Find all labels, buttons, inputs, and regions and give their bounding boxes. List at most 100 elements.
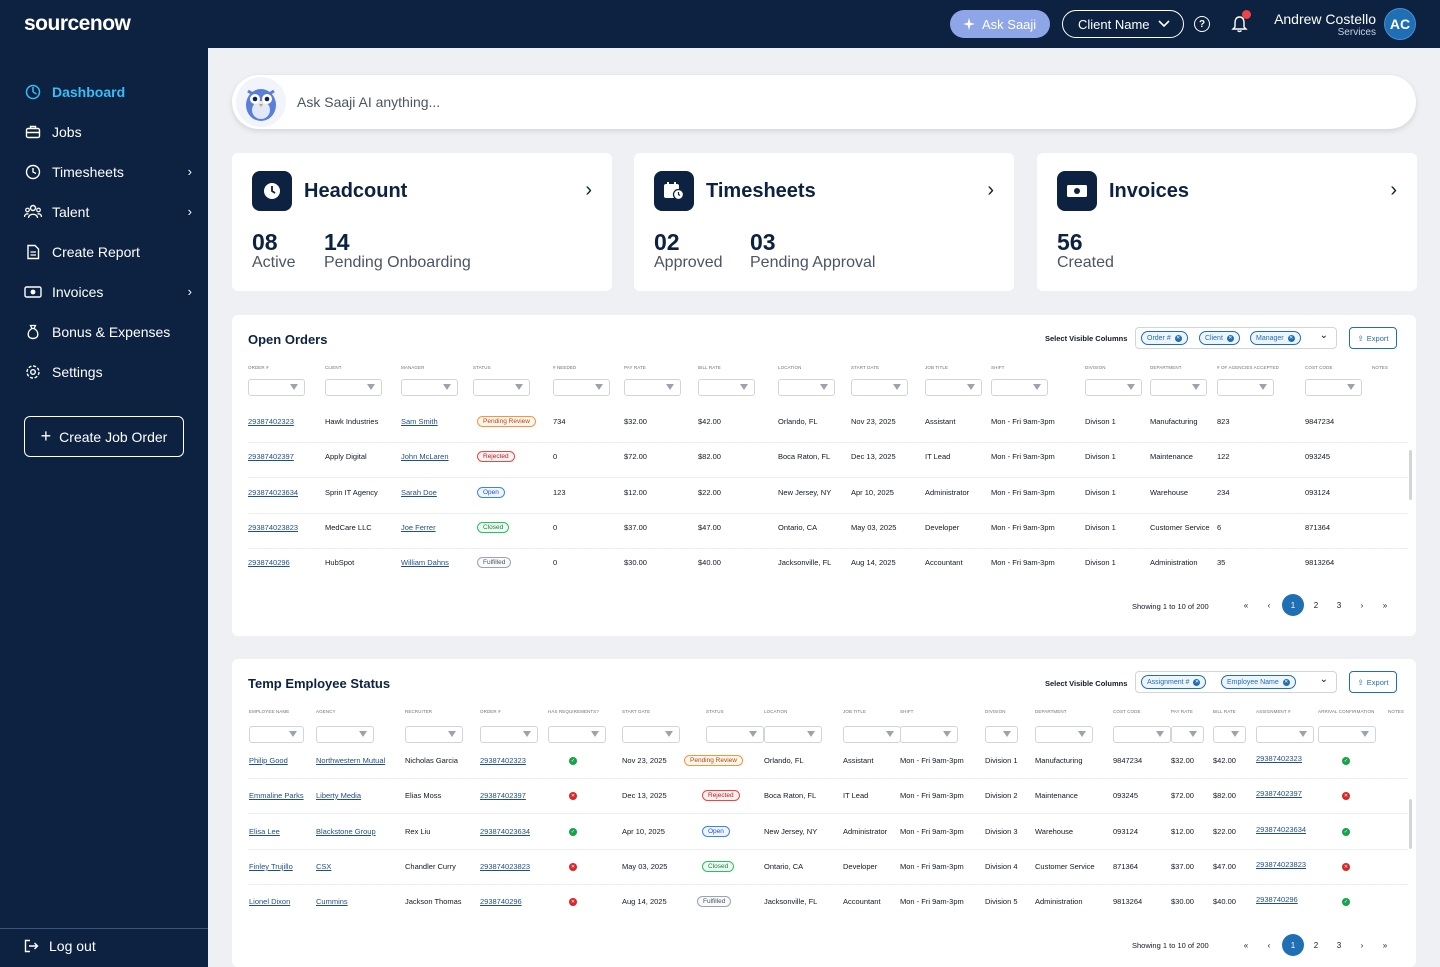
table-link[interactable]: William Dahns [401, 558, 449, 567]
pagination-button[interactable]: » [1382, 940, 1388, 950]
scrollbar[interactable] [1409, 450, 1412, 500]
column-header[interactable]: Shift [991, 365, 1005, 370]
scrollbar[interactable] [1409, 799, 1412, 849]
column-filter-input[interactable] [548, 726, 606, 743]
column-filter-input[interactable] [624, 379, 681, 396]
table-link[interactable]: Blackstone Group [316, 827, 376, 836]
column-filter-input[interactable] [1035, 726, 1093, 743]
visible-columns-select[interactable]: Assignment # ✕ Employee Name ✕ ⌄ [1135, 671, 1337, 693]
table-link[interactable]: Emmaline Parks [249, 791, 304, 800]
column-filter-input[interactable] [480, 726, 538, 743]
column-chip-employee-name[interactable]: Employee Name ✕ [1221, 675, 1296, 689]
table-link[interactable]: Cummins [316, 897, 348, 906]
column-header[interactable]: Bill Rate [1213, 709, 1236, 714]
logo[interactable]: sourcenow [24, 12, 131, 35]
column-filter-input[interactable] [1213, 726, 1246, 743]
pagination-button[interactable]: ‹ [1267, 600, 1271, 610]
column-filter-input[interactable] [1217, 379, 1274, 396]
column-header[interactable]: Status [706, 709, 724, 714]
close-icon[interactable]: ✕ [1193, 678, 1201, 686]
table-link[interactable]: Sarah Doe [401, 488, 437, 497]
table-link[interactable]: 293874023823 [1256, 860, 1307, 869]
pagination-button[interactable]: 3 [1336, 940, 1342, 950]
column-filter-input[interactable] [248, 379, 305, 396]
table-link[interactable]: Philip Good [249, 756, 288, 765]
table-link[interactable]: Lionel Dixon [249, 897, 291, 906]
column-chip-order[interactable]: Order # ✕ [1141, 331, 1188, 345]
column-filter-input[interactable] [1171, 726, 1204, 743]
column-filter-input[interactable] [405, 726, 463, 743]
column-header[interactable]: Order # [248, 365, 269, 370]
column-header[interactable]: Cost Code [1113, 709, 1141, 714]
table-link[interactable]: Joe Ferrer [401, 523, 436, 532]
column-header[interactable]: Job Title [843, 709, 867, 714]
close-icon[interactable]: ✕ [1287, 334, 1295, 342]
column-header[interactable]: Pay Rate [624, 365, 646, 370]
pagination-button[interactable]: « [1243, 940, 1249, 950]
export-button[interactable]: ⇪ Export [1349, 671, 1397, 693]
column-header[interactable]: Start Date [622, 709, 651, 714]
sidebar-item-bonus-expenses[interactable]: Bonus & Expenses [24, 320, 194, 344]
column-header[interactable]: Bill Rate [698, 365, 721, 370]
close-icon[interactable]: ✕ [1174, 334, 1182, 342]
column-filter-input[interactable] [1305, 379, 1362, 396]
column-filter-input[interactable] [1085, 379, 1142, 396]
ask-saaji-button[interactable]: Ask Saaji [950, 10, 1050, 38]
chevron-right-icon[interactable]: › [585, 179, 592, 201]
pagination-button[interactable]: ‹ [1267, 940, 1271, 950]
pagination-button[interactable]: 3 [1336, 600, 1342, 610]
pagination-button[interactable]: 2 [1313, 940, 1319, 950]
timesheets-card[interactable]: Timesheets › 02 Approved 03 Pending Appr… [634, 153, 1014, 291]
column-filter-input[interactable] [473, 379, 530, 396]
invoices-card[interactable]: Invoices › 56 Created [1037, 153, 1417, 291]
table-link[interactable]: 29387402397 [1256, 789, 1302, 798]
table-link[interactable]: 2938740296 [1256, 895, 1298, 904]
column-filter-input[interactable] [1318, 726, 1376, 743]
table-link[interactable]: 29387402397 [248, 452, 294, 461]
pagination-button[interactable]: › [1360, 940, 1364, 950]
column-header[interactable]: Order # [480, 709, 501, 714]
export-button[interactable]: ⇪ Export [1349, 327, 1397, 349]
column-filter-input[interactable] [249, 726, 304, 743]
column-filter-input[interactable] [698, 379, 755, 396]
column-filter-input[interactable] [843, 726, 901, 743]
column-filter-input[interactable] [851, 379, 908, 396]
visible-columns-select[interactable]: Order # ✕ Client ✕ Manager ✕ ⌄ [1135, 327, 1337, 349]
table-link[interactable]: Elisa Lee [249, 827, 280, 836]
column-header[interactable]: # Needed [553, 365, 577, 370]
column-chip-client[interactable]: Client ✕ [1199, 331, 1240, 345]
pagination-button[interactable]: 2 [1313, 600, 1319, 610]
table-link[interactable]: Finley Trujillo [249, 862, 293, 871]
table-link[interactable]: CSX [316, 862, 332, 871]
column-header[interactable]: Agency [316, 709, 336, 714]
column-header[interactable]: Division [1085, 365, 1106, 370]
column-header[interactable]: Location [778, 365, 802, 370]
table-link[interactable]: 29387402323 [248, 417, 294, 426]
table-link[interactable]: 293874023823 [480, 862, 531, 871]
chevron-right-icon[interactable]: › [1390, 179, 1397, 201]
table-link[interactable]: Sam Smith [401, 417, 438, 426]
column-header[interactable]: Employee Name [249, 709, 290, 714]
table-link[interactable]: 29387402323 [480, 756, 526, 765]
table-link[interactable]: 2938740296 [248, 558, 290, 567]
chevron-right-icon[interactable]: › [987, 179, 994, 201]
column-header[interactable]: Location [764, 709, 788, 714]
table-link[interactable]: John McLaren [401, 452, 449, 461]
table-link[interactable]: 293874023634 [248, 488, 299, 497]
column-filter-input[interactable] [1256, 726, 1314, 743]
pagination-button[interactable]: › [1360, 600, 1364, 610]
table-link[interactable]: 293874023634 [480, 827, 531, 836]
column-chip-assignment[interactable]: Assignment # ✕ [1141, 675, 1207, 689]
table-link[interactable]: 293874023823 [248, 523, 299, 532]
column-header[interactable]: Arrival Confirmation [1318, 709, 1375, 714]
sidebar-item-create-report[interactable]: Create Report [24, 240, 194, 264]
column-filter-input[interactable] [764, 726, 822, 743]
sidebar-item-talent[interactable]: Talent › [24, 200, 194, 224]
table-link[interactable]: Northwestern Mutual [316, 756, 386, 765]
column-header[interactable]: Notes [1372, 365, 1389, 370]
column-header[interactable]: Shift [900, 709, 914, 714]
create-job-order-button[interactable]: + Create Job Order [24, 416, 184, 457]
column-header[interactable]: Start Date [851, 365, 880, 370]
column-header[interactable]: Pay Rate [1171, 709, 1193, 714]
column-filter-input[interactable] [553, 379, 610, 396]
